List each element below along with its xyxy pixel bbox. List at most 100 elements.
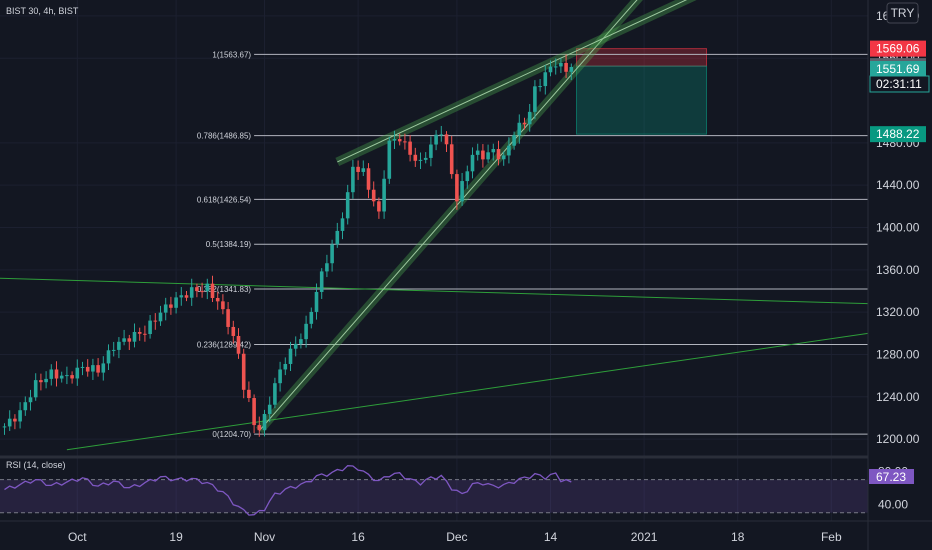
candle-body bbox=[215, 297, 220, 302]
candle-body bbox=[241, 353, 246, 390]
candle-body bbox=[111, 349, 116, 351]
trend-line-support[interactable] bbox=[66, 332, 868, 451]
candle-body bbox=[44, 378, 48, 383]
candle-body bbox=[397, 139, 402, 142]
time-tick-label: Nov bbox=[254, 530, 275, 544]
candle-body bbox=[247, 389, 251, 399]
candle-body bbox=[533, 86, 537, 112]
candle-body bbox=[314, 291, 319, 312]
price-tag: 1488.22 bbox=[870, 126, 926, 143]
fib-level-label: 0.382(1341.83) bbox=[197, 285, 252, 294]
candle-body bbox=[101, 363, 106, 373]
rsi-label: RSI (14, close) bbox=[6, 460, 66, 470]
candle-body bbox=[496, 149, 501, 160]
candle-body bbox=[221, 301, 225, 310]
price-tick-label: 1280.00 bbox=[876, 347, 920, 361]
price-tag: 02:31:11 bbox=[869, 75, 930, 93]
candle-body bbox=[28, 397, 33, 403]
candle-body bbox=[553, 66, 558, 68]
candle-body bbox=[475, 150, 480, 155]
candle-body bbox=[158, 312, 163, 322]
candle-body bbox=[408, 141, 412, 155]
candle-body bbox=[273, 383, 277, 405]
candle-body bbox=[340, 218, 345, 231]
currency-button[interactable]: TRY bbox=[886, 2, 919, 24]
symbol-label: BIST 30, 4h, BIST bbox=[6, 6, 79, 16]
candle-body bbox=[184, 295, 189, 298]
time-axis[interactable]: Oct 19 Nov 16 Dec 14 2021 18 Feb bbox=[68, 530, 842, 544]
rsi-zone bbox=[0, 479, 868, 513]
rsi-tick-label: 40.00 bbox=[878, 497, 908, 511]
price-tag: 1551.69 bbox=[870, 60, 926, 77]
candle-body bbox=[403, 141, 407, 143]
fib-level-label: 0(1204.70) bbox=[212, 430, 251, 439]
trend-line-resistance[interactable] bbox=[0, 277, 868, 305]
price-tick-label: 1320.00 bbox=[876, 305, 920, 319]
candle-body bbox=[309, 311, 314, 324]
candle-body bbox=[143, 333, 147, 335]
candle-body bbox=[226, 309, 230, 327]
price-tag-value: 02:31:11 bbox=[876, 77, 922, 91]
candle-body bbox=[75, 367, 80, 379]
candle-body bbox=[470, 154, 475, 172]
candle-body bbox=[179, 295, 184, 298]
rising-channel-upper[interactable] bbox=[337, 0, 743, 163]
candle-body bbox=[548, 66, 553, 73]
candle-body bbox=[96, 365, 100, 373]
candle-body bbox=[538, 86, 542, 88]
candle-body bbox=[117, 341, 121, 350]
price-tick-label: 1440.00 bbox=[876, 178, 920, 192]
candle-body bbox=[7, 418, 12, 427]
candle-body bbox=[439, 134, 444, 136]
take-profit-zone[interactable] bbox=[576, 65, 707, 135]
candle-body bbox=[330, 244, 334, 264]
candle-body bbox=[491, 149, 496, 153]
candle-body bbox=[299, 339, 303, 344]
candle-body bbox=[174, 297, 178, 308]
price-tick-label: 1360.00 bbox=[876, 263, 920, 277]
candle-body bbox=[304, 323, 308, 340]
candle-body bbox=[80, 366, 85, 368]
time-tick-label: 19 bbox=[169, 530, 183, 544]
candle-body bbox=[418, 159, 423, 161]
time-tick-label: 16 bbox=[351, 530, 365, 544]
candle-body bbox=[387, 140, 392, 179]
rising-channel-lower[interactable] bbox=[258, 0, 706, 431]
candle-body bbox=[267, 404, 272, 414]
candle-body bbox=[423, 157, 428, 160]
price-tag: 1569.06 bbox=[870, 40, 926, 57]
candle-body bbox=[564, 62, 568, 72]
candle-body bbox=[65, 375, 69, 377]
candle-body bbox=[205, 283, 210, 292]
time-tick-label: Oct bbox=[68, 530, 87, 544]
candle-body bbox=[455, 174, 459, 202]
fib-level-label: 0.5(1384.19) bbox=[206, 240, 252, 249]
candle-body bbox=[236, 335, 241, 354]
rsi-value: 67.23 bbox=[876, 470, 906, 484]
price-tag-box bbox=[870, 40, 926, 57]
candle-body bbox=[153, 320, 158, 322]
short-position-box[interactable] bbox=[576, 48, 707, 135]
time-tick-label: 14 bbox=[544, 530, 558, 544]
candle-body bbox=[283, 363, 288, 370]
candle-body bbox=[392, 139, 397, 141]
candle-body bbox=[361, 168, 366, 172]
price-tag-value: 1551.69 bbox=[876, 62, 920, 76]
candle-body bbox=[2, 426, 7, 428]
candle-body bbox=[382, 178, 386, 212]
price-tag-value: 1488.22 bbox=[876, 127, 920, 141]
candle-body bbox=[444, 134, 449, 145]
price-tick-label: 1400.00 bbox=[876, 221, 920, 235]
candle-body bbox=[543, 72, 548, 87]
candle-body bbox=[231, 326, 236, 336]
candle-body bbox=[335, 230, 340, 245]
trend-lines[interactable] bbox=[0, 0, 868, 451]
candle-body bbox=[106, 350, 111, 364]
candle-body bbox=[33, 380, 38, 398]
fib-level-label: 0.786(1486.85) bbox=[197, 132, 252, 141]
price-tick-label: 1200.00 bbox=[876, 432, 920, 446]
candle-body bbox=[517, 122, 522, 136]
